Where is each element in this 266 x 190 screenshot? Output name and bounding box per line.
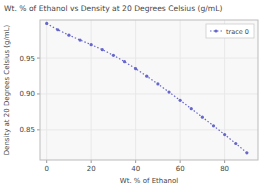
grid-line xyxy=(91,20,92,160)
legend-marker xyxy=(214,29,217,32)
chart: 0 20 40 60 80 0.85 0.90 0.95 Wt. % of Ethanol vs… xyxy=(0,0,266,190)
grid-line xyxy=(180,20,181,160)
point xyxy=(78,38,81,41)
point xyxy=(45,22,48,25)
point xyxy=(156,82,159,85)
grid-line xyxy=(46,20,47,160)
tick-label: 80 xyxy=(220,165,229,173)
point xyxy=(101,48,104,51)
line xyxy=(47,23,247,152)
point xyxy=(201,116,204,119)
point xyxy=(123,60,126,63)
point xyxy=(179,99,182,102)
x-label: Wt. % of Ethanol xyxy=(120,177,179,185)
grid-line xyxy=(224,20,225,160)
point xyxy=(145,75,148,78)
grid-line xyxy=(40,129,258,130)
plot-frame xyxy=(40,20,258,160)
tick-label: 60 xyxy=(176,165,185,173)
point xyxy=(190,107,193,110)
point xyxy=(56,28,59,31)
grid-line xyxy=(135,20,136,160)
point xyxy=(67,34,70,37)
tick-label: 20 xyxy=(87,165,96,173)
point xyxy=(134,67,137,70)
legend: trace 0 xyxy=(206,24,254,38)
point xyxy=(212,124,215,127)
legend-box xyxy=(206,24,254,38)
tick-label: 40 xyxy=(131,165,140,173)
plot-area xyxy=(40,20,258,160)
tick-label: 0.95 xyxy=(19,55,35,63)
tick-label: 0 xyxy=(44,165,48,173)
point xyxy=(90,43,93,46)
data-group xyxy=(45,22,248,155)
grid-line xyxy=(40,93,258,94)
point xyxy=(167,90,170,93)
y-label: Density at 20 Degrees Celsius (g/mL) xyxy=(3,24,11,155)
point xyxy=(112,54,115,57)
point xyxy=(234,142,237,145)
point xyxy=(245,151,248,154)
grid-line xyxy=(40,58,258,59)
tick-label: 0.90 xyxy=(19,90,35,98)
tick-label: 0.85 xyxy=(19,126,35,134)
point xyxy=(223,133,226,136)
title: Wt. % of Ethanol vs Density at 20 Degree… xyxy=(4,4,222,13)
legend-label: trace 0 xyxy=(226,28,249,36)
